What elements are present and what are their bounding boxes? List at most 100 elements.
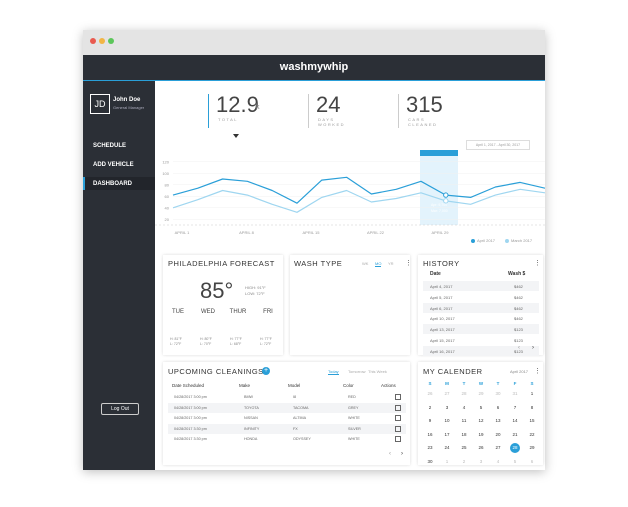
date-range[interactable]: April 1, 2017 - April 30, 2017 <box>466 140 530 150</box>
calendar-day[interactable]: 1 <box>530 391 534 396</box>
checkbox[interactable] <box>395 394 401 400</box>
calendar-day[interactable]: 13 <box>495 418 501 423</box>
nav-active-bar <box>83 177 85 190</box>
calendar-day[interactable]: 30 <box>427 458 433 464</box>
calendar-day[interactable]: 9 <box>428 418 432 423</box>
calendar-day[interactable]: 4 <box>462 404 466 410</box>
calendar-day[interactable]: 16 <box>427 431 433 437</box>
panel <box>163 255 283 355</box>
trend-chart: 120 100 80 60 40 20 Apr: 9,700 Mar: 7,000 APRIL … <box>155 150 545 235</box>
forecast-low: L: 70°F <box>200 342 212 346</box>
calendar-day[interactable]: 23 <box>427 445 433 450</box>
panel-title: PHILADELPHIA FORECAST <box>168 259 275 268</box>
calendar-day[interactable]: 3 <box>445 404 449 410</box>
add-button[interactable]: + <box>262 367 270 375</box>
nav-active-bg <box>83 177 155 190</box>
checkbox[interactable] <box>395 404 401 411</box>
x-tick-label: APRIL 15 <box>303 230 321 235</box>
calendar-day[interactable]: 28 <box>461 391 467 396</box>
trend-line <box>172 188 545 213</box>
calendar-day[interactable]: 4 <box>496 458 500 464</box>
calendar-day[interactable]: 2 <box>428 404 432 410</box>
calendar-day[interactable]: 29 <box>478 391 484 396</box>
calendar-day[interactable]: 5 <box>479 404 483 410</box>
cell: GREY <box>348 405 359 410</box>
weekday: S <box>428 381 432 386</box>
menu-icon[interactable]: ⋮ <box>405 260 412 267</box>
checkbox[interactable] <box>395 425 401 432</box>
forecast-high: H: 80°F <box>200 337 212 341</box>
legend-dot <box>471 239 475 243</box>
calendar-day[interactable]: 28 <box>512 445 518 450</box>
nav-item[interactable]: ADD VEHICLE <box>93 162 134 168</box>
cell: 04/28/2017 3:00 pm <box>174 416 207 420</box>
close-dot[interactable] <box>90 38 96 44</box>
nav-item[interactable]: SCHEDULE <box>93 143 127 149</box>
prev-arrow[interactable]: ‹ <box>518 345 520 351</box>
cell: $123 <box>514 348 523 354</box>
calendar-day[interactable]: 1 <box>445 458 449 464</box>
cell: 04/28/2017 3:00 pm <box>174 395 207 399</box>
col-header: Model <box>288 383 301 388</box>
cell: April 16, 2017 <box>430 348 455 354</box>
calendar-day[interactable]: 27 <box>495 445 501 450</box>
checkbox[interactable] <box>395 415 401 421</box>
calendar-day[interactable]: 31 <box>512 391 518 396</box>
calendar-day[interactable]: 5 <box>513 458 517 464</box>
calendar-day[interactable]: 14 <box>512 418 518 423</box>
calendar-day[interactable]: 10 <box>444 418 450 423</box>
nav-item[interactable]: DASHBOARD <box>93 181 132 187</box>
wash-tab[interactable]: YR <box>388 261 394 266</box>
stat-value: 24 <box>316 92 341 117</box>
forecast-low: L: 72°F <box>170 342 182 346</box>
calendar-day[interactable]: 3 <box>479 458 483 464</box>
calendar-month: April 2017 <box>510 369 529 374</box>
checkbox[interactable] <box>395 436 401 442</box>
wash-tab[interactable]: WK <box>362 261 369 266</box>
forecast-day: FRI <box>263 309 273 315</box>
min-dot[interactable] <box>99 38 105 44</box>
y-tick-label: 20 <box>165 217 170 222</box>
x-tick-label: APRIL 1 <box>175 230 191 235</box>
stat-value: 12.9 <box>216 92 259 117</box>
calendar-day[interactable]: 26 <box>427 391 433 396</box>
calendar-day[interactable]: 12 <box>478 418 484 423</box>
calendar-day[interactable]: 17 <box>444 431 450 437</box>
menu-icon[interactable]: ⋮ <box>534 260 541 267</box>
calendar-day[interactable]: 26 <box>478 445 484 450</box>
upcoming-tab[interactable]: Today <box>328 369 339 375</box>
upcoming-tab[interactable]: Tomorrow <box>348 369 366 374</box>
calendar-day[interactable]: 29 <box>529 445 535 450</box>
calendar-day[interactable]: 20 <box>495 431 501 437</box>
menu-icon[interactable]: ⋮ <box>534 368 541 375</box>
logout-button[interactable]: Log Out <box>101 403 139 415</box>
calendar-day[interactable]: 25 <box>461 445 467 450</box>
forecast-high: H: 77°F <box>230 337 242 341</box>
calendar-day[interactable]: 7 <box>513 404 517 410</box>
col-header: Actions <box>381 383 396 388</box>
calendar-day[interactable]: 8 <box>530 404 534 410</box>
calendar-day[interactable]: 11 <box>461 418 467 423</box>
next-arrow[interactable]: › <box>532 345 534 351</box>
calendar-day[interactable]: 6 <box>530 458 534 464</box>
calendar-day[interactable]: 27 <box>444 391 450 396</box>
wash-tab[interactable]: MO <box>375 261 382 267</box>
calendar-day[interactable]: 24 <box>444 445 450 450</box>
calendar-day[interactable]: 15 <box>529 418 535 423</box>
app-header <box>83 55 545 81</box>
calendar-day[interactable]: 18 <box>461 431 467 437</box>
upcoming-tab[interactable]: This Week <box>368 369 387 374</box>
calendar-day[interactable]: 6 <box>496 404 500 410</box>
weekday: T <box>462 381 466 386</box>
calendar-day[interactable]: 22 <box>529 431 535 437</box>
max-dot[interactable] <box>108 38 114 44</box>
stat-divider <box>208 94 209 128</box>
user-name: John Doe <box>113 97 141 103</box>
calendar-day[interactable]: 19 <box>478 431 484 437</box>
next-arrow[interactable]: › <box>401 451 403 457</box>
calendar-day[interactable]: 21 <box>512 431 518 437</box>
calendar-day[interactable]: 2 <box>462 458 466 464</box>
panel <box>163 362 410 465</box>
calendar-day[interactable]: 30 <box>495 391 501 396</box>
prev-arrow[interactable]: ‹ <box>389 451 391 457</box>
